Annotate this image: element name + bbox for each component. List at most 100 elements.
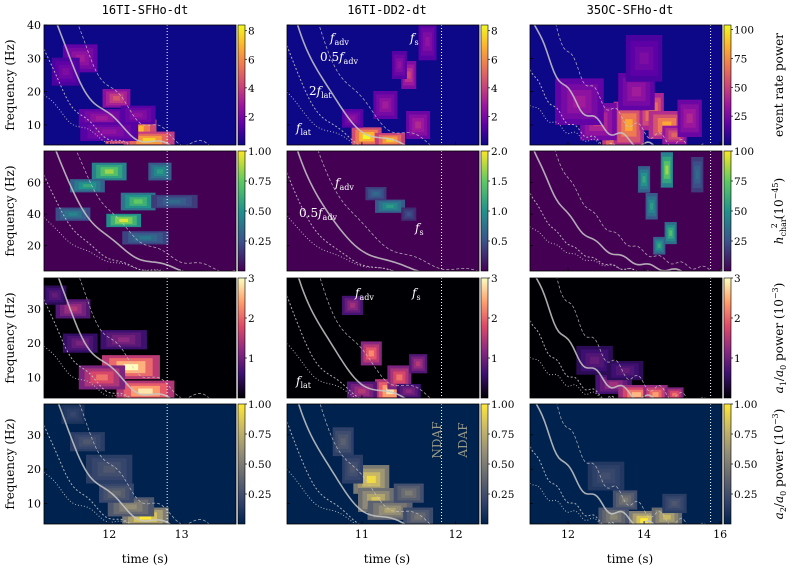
- heatmap-cell: [349, 465, 356, 473]
- label-fadv-r2: fadv: [334, 176, 354, 192]
- heatmap-cell: [662, 121, 672, 129]
- colorbar-r2-c3: 25 50 75 100: [723, 146, 754, 272]
- frequency-curve: [57, 278, 172, 398]
- x-axis-label-1: time (s): [122, 552, 168, 566]
- colorbar-tick-label: 0.25: [491, 489, 514, 501]
- x-tick-label: 12: [102, 528, 116, 541]
- panel-background: [287, 25, 479, 145]
- colorbar-r4-c1: 0.25 0.50 0.75 1.00: [237, 399, 271, 525]
- colorbar-tick-label: 2: [248, 111, 255, 123]
- heatmap-cell: [650, 202, 654, 210]
- heatmap-cell: [573, 95, 586, 108]
- colorbar-tick-label: 1.00: [734, 399, 757, 411]
- colorbar-tick-label: 0.75: [734, 429, 757, 441]
- heatmap-cell: [371, 497, 381, 503]
- heatmap-cell: [620, 368, 630, 373]
- heatmap-cell: [671, 132, 678, 138]
- x-axis-label-2: time (s): [364, 552, 410, 566]
- heatmap-cell: [406, 212, 411, 216]
- heatmap-cell: [405, 389, 412, 393]
- heatmap-cell: [386, 138, 394, 142]
- heatmap-cell: [590, 356, 600, 364]
- frequency-curve: [535, 278, 655, 398]
- heatmap-cell: [652, 392, 659, 397]
- panel-frame: [529, 277, 723, 399]
- label-flat-r3: flat: [295, 374, 312, 390]
- frequency-curve: [530, 226, 653, 271]
- colorbar-tick-label: 0.25: [248, 489, 271, 501]
- label-fs-r2: fs: [414, 221, 424, 237]
- heatmap-cell: [96, 374, 108, 381]
- column-titles: 16TI-SFHo-dt 16TI-DD2-dt 35OC-SFHo-dt: [102, 3, 674, 17]
- fs-curve: [555, 25, 706, 145]
- colorbar-label: event rate power: [772, 33, 786, 137]
- panel-r2-c1: 20 40 60 0.25 0.50 0.75 1.00: [27, 146, 271, 272]
- colorbar-tick-label: 0.25: [734, 489, 757, 501]
- colorbar-tick-label: 0.50: [491, 459, 514, 471]
- heatmap-cell: [75, 340, 85, 346]
- frequency-curve: [287, 172, 395, 271]
- colorbar-tick-label: 100: [734, 146, 754, 158]
- panel-r1-c3: 25 50 75 100: [529, 24, 754, 146]
- heatmap-cell: [625, 119, 633, 131]
- colorbar-r4-c2: 0.25 0.50 0.75 1.00: [480, 399, 514, 525]
- heatmap-cell: [168, 199, 181, 204]
- colorbar-r1-c2: 2 4 6 8: [480, 24, 498, 146]
- frequency-curve: [296, 151, 422, 271]
- heatmap-cell: [642, 176, 646, 183]
- heatmap-cell: [415, 361, 421, 367]
- fs-curve: [77, 25, 210, 145]
- panel-r3-c2: 1 2 3: [286, 273, 498, 399]
- panel-frame: [43, 403, 237, 525]
- colorbar-tick-label: 6: [248, 54, 255, 66]
- colorbar-r3-c1: 1 2 3: [237, 273, 255, 399]
- colorbar-gradient: [480, 24, 489, 146]
- heatmap-cell: [125, 504, 137, 510]
- colorbar-r3-c3: 1 2 3: [723, 273, 741, 399]
- panel-frame: [529, 24, 723, 146]
- y-axis-label: frequency (Hz): [3, 419, 17, 510]
- colorbar-tick-label: 6: [491, 54, 498, 66]
- heatmap-cell: [386, 204, 394, 208]
- panel-r4-c2: 11 12 0.25 0.50 0.75 1.00: [286, 399, 514, 541]
- frequency-curve: [296, 25, 407, 145]
- panel-r3-c3: 1 2 3: [529, 273, 741, 399]
- frequency-curve: [287, 91, 357, 145]
- heatmap-cell: [657, 243, 661, 248]
- colorbar-tick-label: 75: [734, 53, 747, 65]
- heatmap-cell: [373, 191, 379, 196]
- panel-frame: [286, 150, 480, 272]
- label-flat: flat: [295, 121, 312, 137]
- heatmap-cell: [157, 169, 163, 174]
- colorbar-tick-label: 0.75: [491, 429, 514, 441]
- colorbar-tick-label: 0.50: [734, 459, 757, 471]
- panel-r2-c2: 0.5 1.0 1.5 2.0: [286, 146, 508, 272]
- colorbar-tick-label: 1.00: [248, 399, 271, 411]
- colorbar-tick-label: 25: [734, 111, 747, 123]
- colorbar-gradient: [723, 24, 732, 146]
- panel-background: [287, 278, 479, 398]
- colorbar-r4-c3: 0.25 0.50 0.75 1.00: [723, 399, 757, 525]
- colorbar-tick-label: 0.5: [491, 236, 508, 248]
- colorbar-gradient: [237, 403, 246, 525]
- colorbar-tick-label: 1.5: [491, 176, 508, 188]
- colorbar-r1-c1: 2 4 6 8: [237, 24, 255, 146]
- frequency-curve: [530, 356, 616, 398]
- heatmap-cell: [83, 184, 92, 188]
- y-tick-label: 20: [27, 337, 41, 350]
- heatmap-cell: [362, 134, 371, 139]
- colorbar-r1-c3: 25 50 75 100: [723, 24, 754, 146]
- heatmap-cell: [349, 116, 356, 121]
- heatmap-cell: [68, 306, 78, 312]
- colorbar-tick-label: 2.0: [491, 146, 508, 158]
- fs-curve: [554, 151, 722, 271]
- fs-curve: [76, 151, 236, 271]
- colorbar-tick-label: 50: [734, 82, 747, 94]
- panel-r2-c3: 25 50 75 100: [529, 146, 754, 272]
- heatmap-cell: [138, 388, 153, 394]
- frequency-curve: [44, 471, 131, 524]
- colorbar-tick-label: 2: [491, 111, 498, 123]
- y-tick-label: 20: [27, 86, 41, 99]
- heatmap-cell: [406, 71, 411, 79]
- x-tick-label: 14: [637, 528, 651, 541]
